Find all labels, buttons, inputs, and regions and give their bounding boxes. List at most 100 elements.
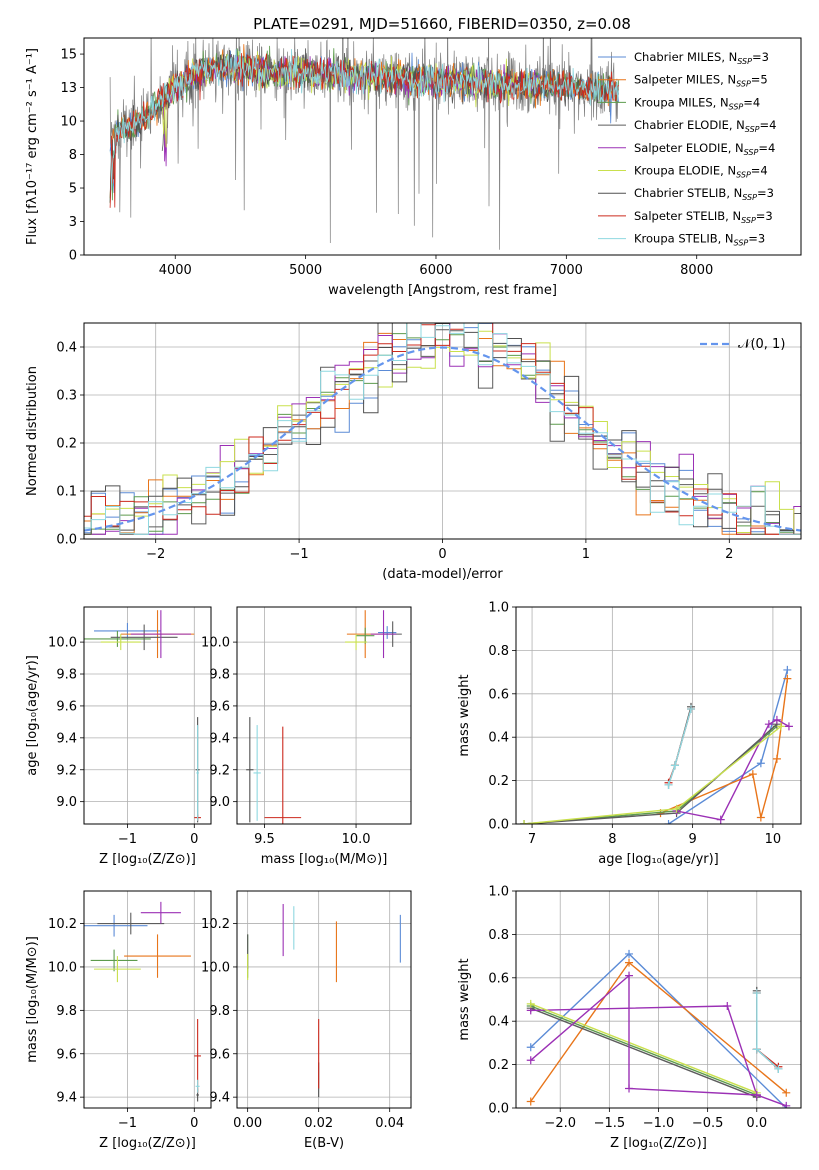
spectrum-legend: Chabrier MILES, NSSP=3 Salpeter MILES, NS…: [598, 50, 776, 248]
Z-weight-marker: [752, 1045, 761, 1054]
age-weight-marker: [672, 804, 681, 813]
spectrum-ytick-label: 0: [69, 249, 77, 264]
legend-label: Chabrier STELIB, NSSP=3: [634, 186, 774, 202]
age-weight-xtick-label: 7: [528, 832, 536, 847]
Z-mass-point: [90, 949, 138, 972]
mass-age-point: [264, 726, 302, 824]
spectrum-ytick-label: 13: [60, 81, 77, 96]
Z-weight-marker: [526, 1056, 535, 1065]
spectrum-ytick-label: 8: [69, 148, 77, 163]
Z-age-point: [196, 725, 199, 821]
age-weight-marker: [756, 813, 765, 822]
Z-weight-xtick-label: −2.0: [544, 1116, 576, 1131]
age-weight-marker: [520, 820, 529, 824]
mass-age-point: [356, 627, 375, 644]
age-weight-panel: 0.0 0.2 0.4 0.6 0.8 1.0 7 8 9 10 age [log₁₀(age/yr…: [457, 601, 802, 867]
Z-mass-ylabel: mass [log₁₀(M/M⊙)]: [25, 936, 40, 1063]
Z-weight-series: [526, 958, 791, 1106]
age-weight-ytick-label: 1.0: [488, 601, 509, 616]
residuals-ytick-label: 0.0: [56, 533, 77, 548]
age-weight-plot-area: [520, 665, 793, 824]
residuals-ytick-label: 0.4: [56, 341, 77, 356]
spectrum-xtick-label: 7000: [550, 263, 583, 278]
legend-label: Chabrier MILES, NSSP=3: [634, 50, 769, 66]
mass-age-xlabel: mass [log₁₀(M/M⊙)]: [261, 852, 388, 867]
Z-age-point: [100, 634, 141, 651]
residuals-legend: 𝒩(0, 1): [700, 337, 785, 352]
legend-label: Salpeter MILES, NSSP=5: [634, 73, 768, 89]
spectrum-ytick-label: 3: [69, 215, 77, 230]
ebv-mass-xtick-label: 0.04: [375, 1116, 404, 1131]
Z-age-xtick-label: 0: [190, 832, 198, 847]
age-weight-ytick-label: 0.4: [488, 731, 509, 746]
residuals-panel: 0.0 0.1 0.2 0.3 0.4 −2 −1 0 1 2 (data-model)/error…: [25, 322, 802, 582]
ebv-mass-xtick-label: 0.02: [304, 1116, 333, 1131]
Z-mass-point: [124, 934, 191, 978]
Z-mass-ytick-label: 10.2: [48, 917, 77, 932]
Z-weight-xtick-label: −1.5: [594, 1116, 626, 1131]
ebv-mass-plot-area: [247, 904, 401, 1098]
Z-weight-series: [752, 988, 783, 1073]
residuals-xtick-label: 2: [725, 547, 733, 562]
age-weight-xtick-label: 9: [688, 832, 696, 847]
age-weight-marker: [670, 761, 679, 770]
age-weight-xlabel: age [log₁₀(age/yr)]: [598, 852, 719, 867]
mass-age-point: [370, 610, 397, 659]
mass-age-ytick-label: 9.6: [209, 699, 230, 714]
spectrum-plot-area: [109, 38, 619, 250]
residual-histogram: [84, 323, 801, 535]
spectrum-model-line: [109, 48, 619, 191]
ebv-mass-ytick-label: 10.2: [201, 917, 230, 932]
Z-age-point: [84, 630, 151, 647]
legend-label: 𝒩(0, 1): [738, 337, 785, 352]
age-weight-xtick-label: 10: [765, 832, 782, 847]
ebv-mass-panel: 9.4 9.6 9.8 10.0 10.2 0.00 0.02 0.04 E(B-V): [201, 890, 412, 1151]
Z-age-ytick-label: 9.8: [56, 668, 77, 683]
ebv-mass-xlabel: E(B-V): [304, 1136, 344, 1151]
legend-label: Salpeter STELIB, NSSP=3: [634, 209, 773, 225]
Z-mass-panel: 9.4 9.6 9.8 10.0 10.2 −1 0 Z [log₁₀(Z/Z⊙)] mass …: [25, 890, 212, 1151]
spectrum-frame: [83, 37, 802, 256]
mass-age-xtick-label: 9.5: [254, 832, 275, 847]
residuals-ytick-label: 0.3: [56, 389, 77, 404]
Z-mass-point: [94, 956, 141, 983]
ebv-mass-ytick-label: 9.6: [209, 1047, 230, 1062]
age-weight-marker: [784, 722, 793, 731]
Z-age-ytick-label: 9.0: [56, 795, 77, 810]
age-weight-ytick-label: 0.2: [488, 774, 509, 789]
age-weight-series: [664, 704, 696, 789]
Z-weight-ytick-label: 0.0: [488, 1102, 509, 1117]
Z-mass-point: [97, 912, 165, 935]
age-weight-ylabel: mass weight: [457, 674, 472, 756]
spectrum-model-line: [109, 48, 619, 203]
age-weight-marker: [772, 754, 781, 763]
Z-weight-marker: [752, 988, 761, 997]
mass-age-ytick-label: 9.2: [209, 763, 230, 778]
Z-weight-marker: [526, 999, 535, 1008]
age-weight-marker: [748, 770, 757, 779]
age-weight-ytick-label: 0.0: [488, 818, 509, 833]
gaussian-curve: [84, 346, 801, 532]
Z-weight-marker: [782, 1088, 791, 1097]
age-weight-marker: [783, 674, 792, 683]
legend-label: Kroupa STELIB, NSSP=3: [634, 232, 765, 248]
spectrum-ylabel: Flux [fλ10⁻¹⁷ erg cm⁻² s⁻¹ A⁻¹]: [25, 48, 40, 245]
age-weight-series: [520, 722, 785, 824]
Z-weight-series: [526, 971, 791, 1108]
age-weight-ytick-label: 0.6: [488, 687, 509, 702]
Z-age-frame: [83, 606, 212, 825]
Z-mass-plot-area: [84, 901, 201, 1102]
Z-weight-marker: [782, 1101, 791, 1108]
mass-age-ytick-label: 9.8: [209, 668, 230, 683]
mass-age-ytick-label: 9.4: [209, 731, 230, 746]
spectrum-xtick-label: 4000: [159, 263, 192, 278]
Z-age-point: [110, 624, 178, 651]
residuals-xtick-label: 1: [582, 547, 590, 562]
Z-age-ytick-label: 9.6: [56, 699, 77, 714]
Z-weight-xtick-label: −1.0: [643, 1116, 675, 1131]
Z-age-ytick-label: 9.2: [56, 763, 77, 778]
Z-age-ylabel: age [log₁₀(age/yr)]: [25, 655, 40, 776]
ebv-mass-ytick-label: 9.8: [209, 1004, 230, 1019]
age-weight-marker: [772, 715, 781, 724]
ebv-mass-frame: [236, 890, 412, 1109]
